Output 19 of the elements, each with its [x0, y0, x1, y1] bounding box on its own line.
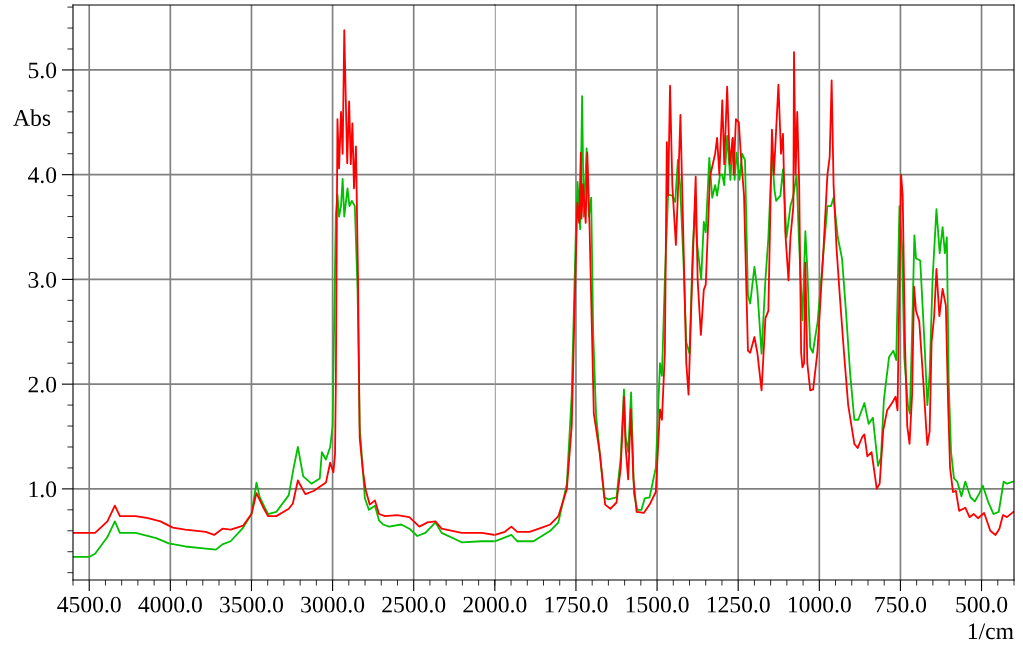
x-tick-label: 4500.0: [57, 596, 121, 613]
x-axis-title: 1/cm: [968, 623, 1014, 640]
x-tick-label: 2000.0: [463, 596, 527, 613]
x-tick-label: 3500.0: [220, 596, 284, 613]
x-tick-label: 3000.0: [301, 596, 365, 613]
y-tick-label: 2.0: [28, 376, 57, 393]
y-tick-label: 3.0: [28, 271, 57, 288]
x-tick-label: 1000.0: [788, 596, 851, 613]
x-tick-label: 1500.0: [626, 596, 689, 613]
x-tick-label: 1750.0: [545, 596, 608, 613]
x-tick-label: 500.0: [956, 596, 1008, 613]
y-tick-label: 4.0: [27, 167, 57, 184]
x-tick-label: 750.0: [875, 596, 927, 613]
y-tick-label: 5.0: [28, 62, 57, 79]
y-axis-title: Abs: [13, 109, 51, 126]
x-tick-label: 4000.0: [138, 596, 202, 613]
x-tick-label: 1250.0: [707, 596, 770, 613]
x-tick-label: 2500.0: [382, 596, 446, 613]
y-tick-label: 1.0: [29, 481, 57, 498]
